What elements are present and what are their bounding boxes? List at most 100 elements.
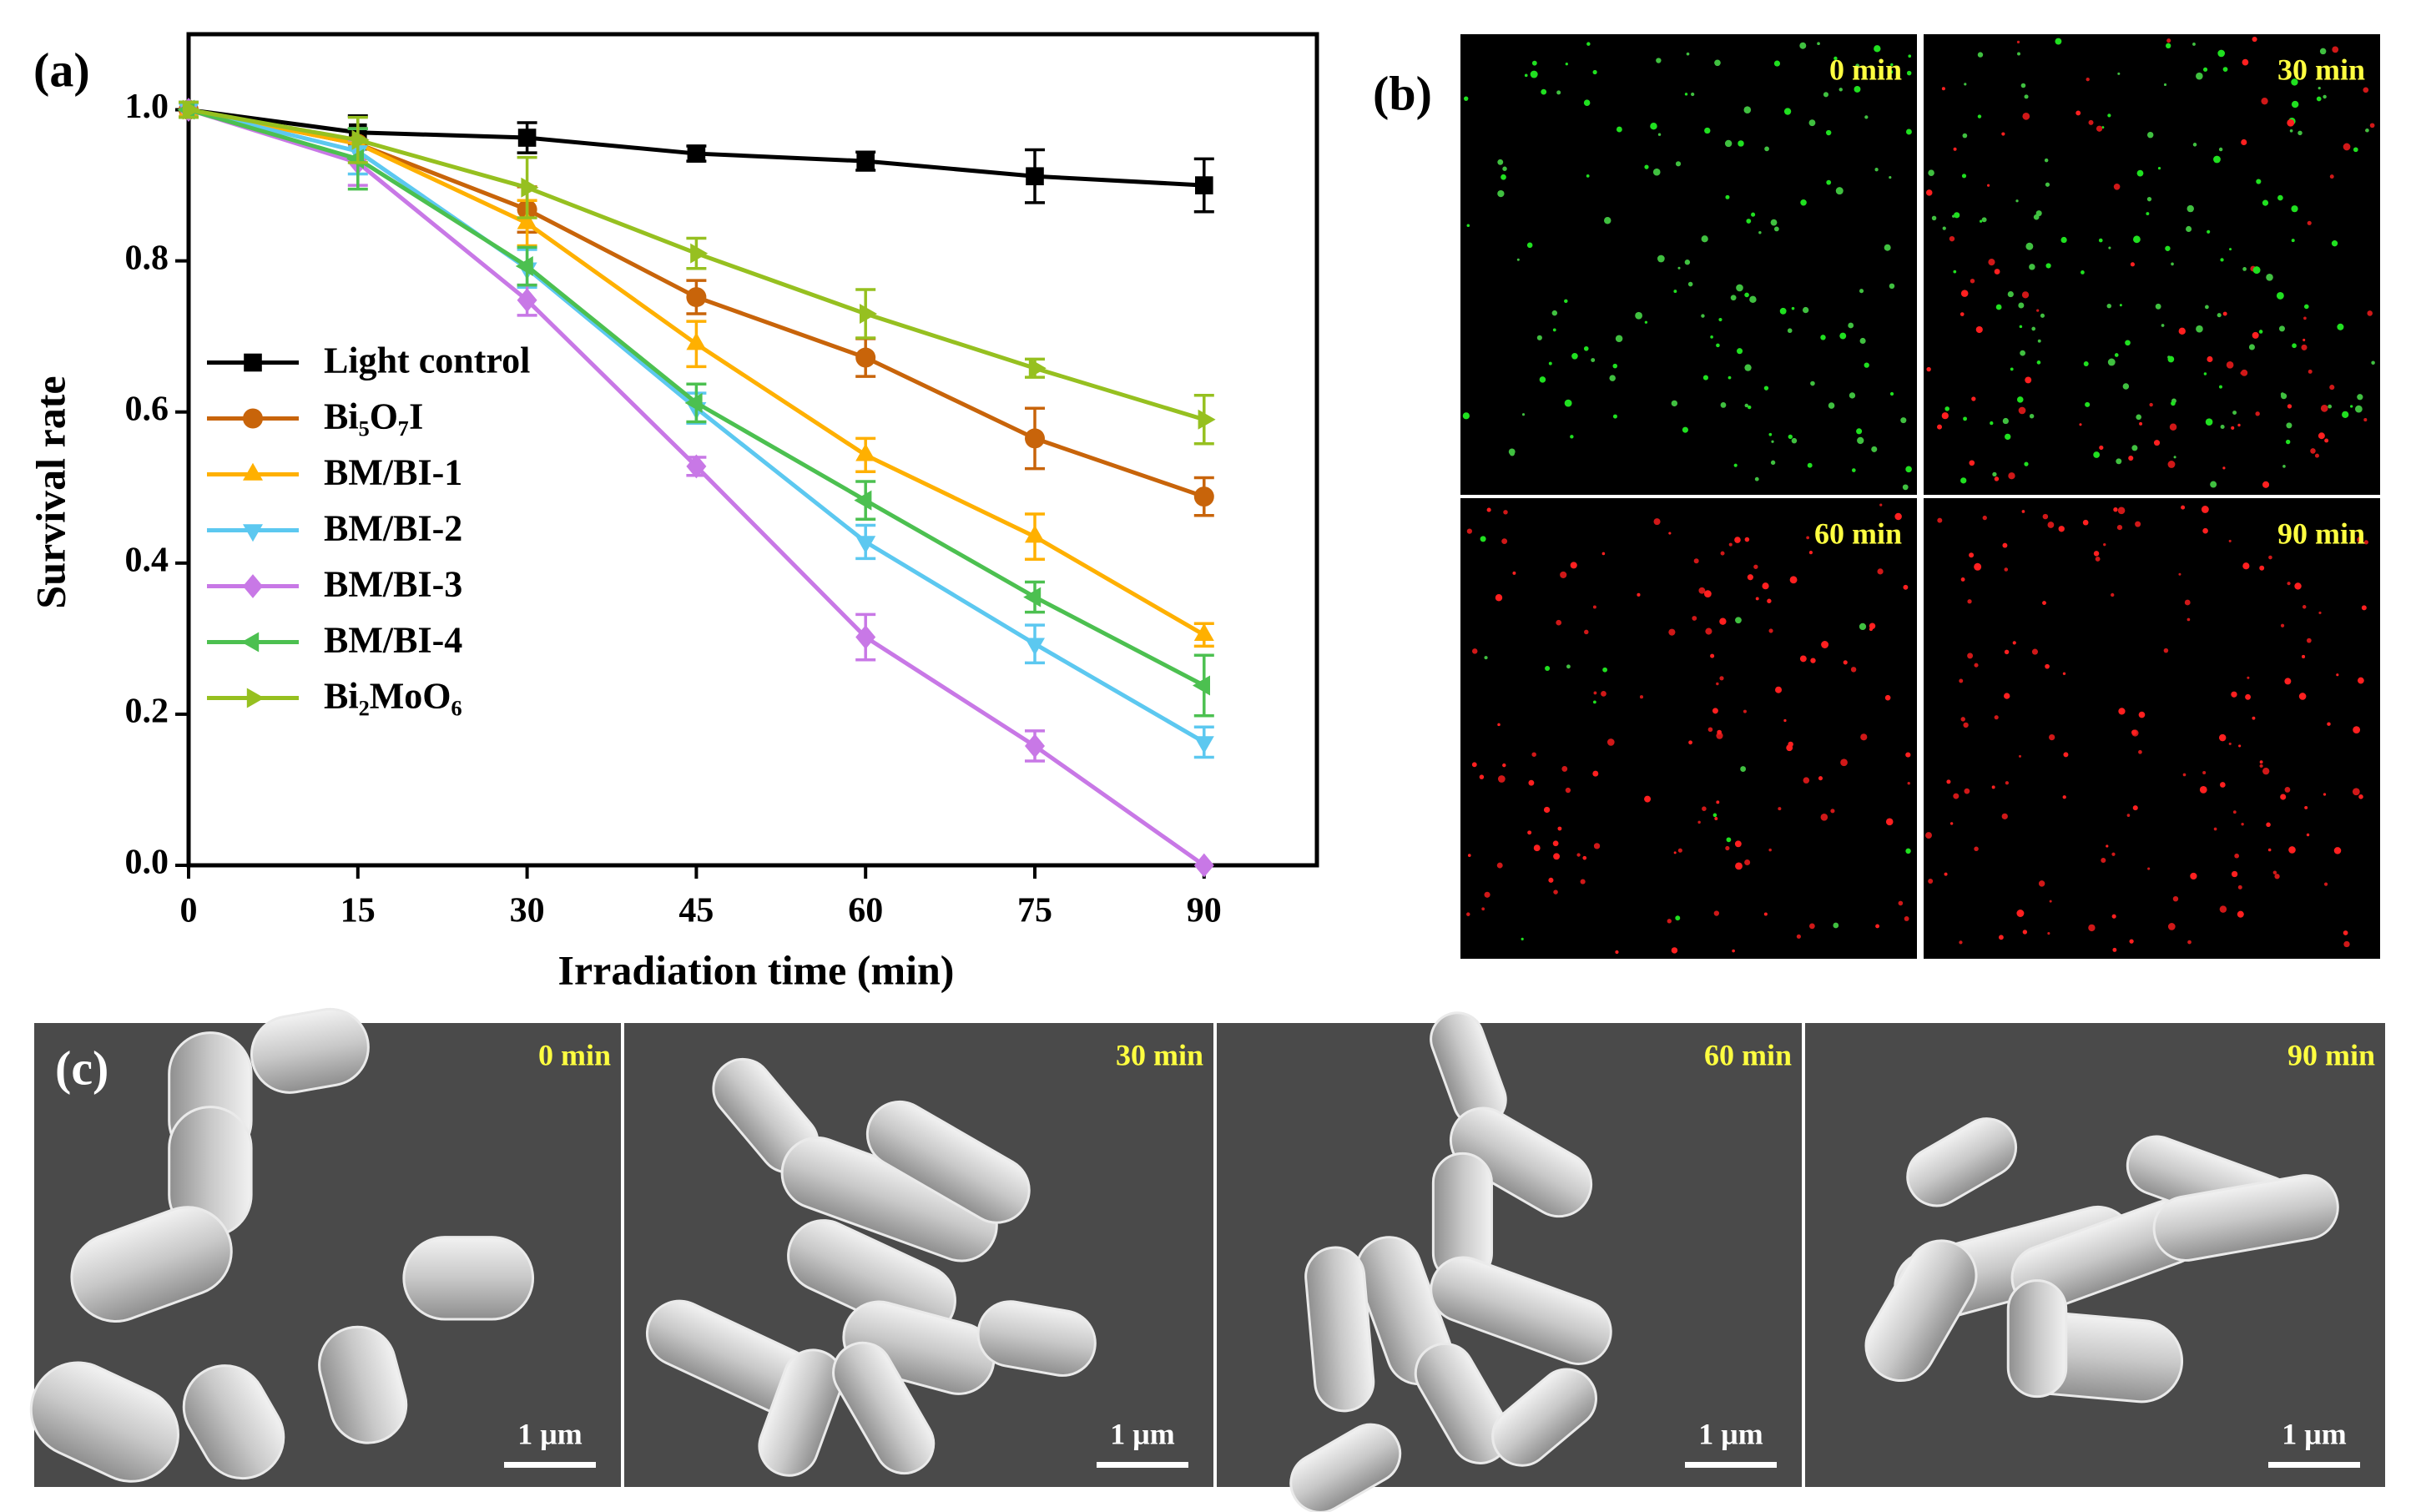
cell-dot: [1977, 114, 1982, 118]
cell-dot: [2350, 405, 2353, 408]
cell-dot: [1716, 800, 1720, 804]
cell-dot: [1959, 940, 1963, 945]
cell-dot: [2093, 551, 2100, 557]
cell-dot: [1823, 92, 1829, 98]
legend-marker: [241, 632, 260, 653]
marker: [1193, 623, 1214, 642]
cell-dot: [2217, 49, 2226, 58]
image-label: 60 min: [1704, 1038, 1792, 1071]
cell-dot: [1502, 763, 1506, 768]
cell-dot: [2218, 733, 2227, 742]
cell-dot: [2245, 693, 2252, 700]
cell-dot: [2010, 367, 2014, 371]
cell-dot: [1768, 628, 1773, 633]
cell-dot: [2304, 805, 2308, 809]
cell-dot: [1725, 194, 1730, 199]
cell-dot: [2284, 678, 2292, 685]
cell-dot: [2332, 46, 2339, 53]
cell-dot: [1877, 568, 1884, 575]
cell-dot: [2171, 401, 2176, 406]
cell-dot: [2218, 147, 2223, 152]
marker: [517, 211, 537, 229]
cell-dot: [1817, 42, 1820, 46]
cell-dot: [2047, 522, 2055, 528]
bacterium: [865, 1100, 1031, 1224]
cell-dot: [1768, 432, 1773, 436]
cell-dot: [2274, 874, 2280, 879]
cell-dot: [1960, 290, 1969, 297]
cell-dot: [2323, 94, 2327, 99]
fluorescence-image: [1460, 498, 1917, 959]
bacterium: [1864, 1239, 1978, 1383]
cell-dot: [1552, 840, 1559, 847]
cell-dot: [1743, 709, 1747, 713]
cell-dot: [1755, 597, 1759, 601]
cell-dot: [2111, 914, 2116, 919]
scale-bar-label: 1 μm: [517, 1417, 582, 1450]
cell-dot: [1582, 855, 1587, 860]
cell-dot: [2280, 794, 2287, 800]
cell-dot: [1684, 93, 1688, 96]
cell-dot: [1635, 311, 1642, 320]
cell-dot: [1531, 60, 1537, 66]
legend-entry: BM/BI-1: [324, 452, 462, 493]
cell-dot: [1732, 949, 1735, 953]
panel-label: (b): [1373, 66, 1432, 120]
cell-dot: [2287, 118, 2295, 127]
cell-dot: [2005, 433, 2011, 441]
cell-dot: [1944, 406, 1949, 411]
bacterium: [250, 1007, 370, 1094]
cell-dot: [1818, 776, 1823, 781]
cell-dot: [1906, 70, 1912, 76]
cell-dot: [2218, 385, 2222, 389]
cell-dot: [1800, 199, 1807, 206]
cell-dot: [2025, 242, 2034, 250]
cell-dot: [2352, 788, 2360, 796]
cell-dot: [1953, 793, 1960, 799]
cell-dot: [2259, 565, 2265, 571]
cell-dot: [1843, 660, 1848, 665]
cell-dot: [2004, 649, 2010, 655]
cell-dot: [2207, 355, 2213, 362]
cell-dot: [2111, 852, 2116, 856]
cell-dot: [1775, 686, 1783, 693]
cell-dot: [1536, 335, 1542, 340]
cell-dot: [1778, 807, 1782, 811]
cell-dot: [2021, 510, 2025, 513]
cell-dot: [1466, 224, 1470, 228]
cell-dot: [2205, 418, 2213, 426]
cell-dot: [1693, 558, 1699, 564]
marker: [1193, 675, 1210, 696]
cell-dot: [1484, 891, 1490, 898]
cell-dot: [2002, 542, 2008, 548]
cell-dot: [2248, 344, 2255, 350]
cell-dot: [1580, 879, 1586, 885]
marker: [1193, 853, 1214, 878]
cell-dot: [2237, 910, 2244, 918]
cell-dot: [2139, 421, 2143, 426]
cell-dot: [2024, 94, 2029, 99]
cell-dot: [1705, 627, 1712, 635]
marker: [515, 255, 533, 276]
cell-dot: [2242, 562, 2250, 570]
cell-dot: [1531, 752, 1536, 757]
cell-dot: [2241, 369, 2248, 376]
bacterium: [2152, 1174, 2339, 1262]
cell-dot: [2252, 716, 2256, 720]
cell-dot: [1486, 507, 1491, 512]
marker: [1193, 486, 1214, 507]
cell-dot: [2018, 302, 2025, 309]
cell-dot: [2222, 67, 2228, 72]
cell-dot: [1898, 900, 1904, 906]
cell-dot: [1466, 912, 1470, 916]
cell-dot: [2035, 210, 2042, 217]
cell-dot: [2287, 582, 2291, 586]
cell-dot: [1762, 582, 1769, 590]
cell-dot: [1747, 574, 1753, 581]
cell-dot: [2302, 654, 2306, 659]
cell-dot: [2021, 291, 2030, 299]
cell-dot: [1925, 832, 1932, 839]
cell-dot: [2103, 542, 2106, 547]
cell-dot: [1684, 260, 1691, 265]
cell-dot: [1714, 59, 1721, 67]
